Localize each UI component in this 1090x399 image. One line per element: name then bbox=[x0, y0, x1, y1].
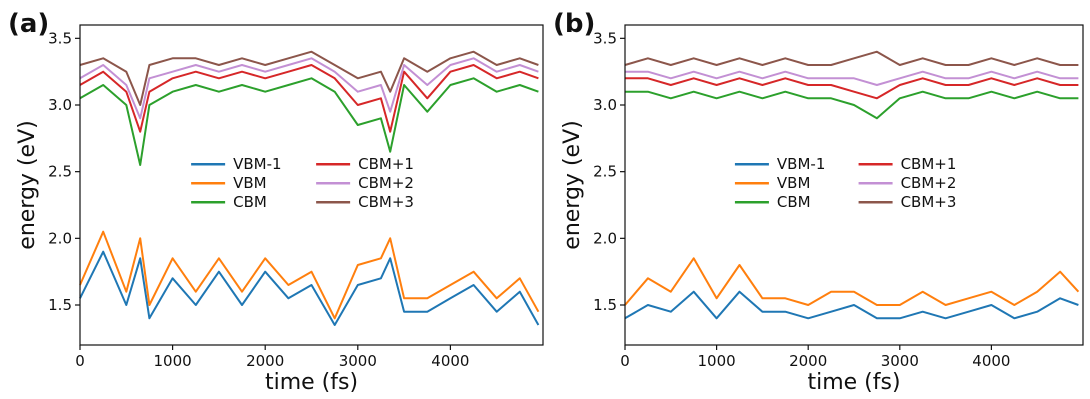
y-tick-label: 2.5 bbox=[48, 163, 72, 181]
y-tick-label: 3.0 bbox=[593, 96, 617, 114]
panel-label: (b) bbox=[553, 9, 595, 39]
legend-label: CBM+3 bbox=[358, 193, 414, 211]
legend-label: CBM+1 bbox=[358, 155, 414, 173]
x-tick-label: 2000 bbox=[789, 352, 827, 370]
y-tick-label: 3.5 bbox=[593, 29, 617, 47]
legend-label: VBM bbox=[233, 174, 267, 192]
legend-label: CBM+2 bbox=[358, 174, 414, 192]
series-line-vbm bbox=[624, 257, 1080, 306]
y-tick-label: 1.5 bbox=[593, 296, 617, 314]
x-tick-label: 1000 bbox=[698, 352, 736, 370]
legend-label: CBM+3 bbox=[901, 193, 957, 211]
series-line-cbm-2 bbox=[625, 70, 1079, 86]
series-line-cbm-3 bbox=[624, 50, 1079, 66]
series-line-cbm-1 bbox=[625, 77, 1079, 100]
panel-label: (a) bbox=[8, 9, 49, 39]
x-axis-label: time (fs) bbox=[807, 370, 900, 395]
x-tick-label: 3000 bbox=[881, 352, 919, 370]
y-tick-label: 3.5 bbox=[48, 29, 72, 47]
legend-label: VBM bbox=[777, 174, 811, 192]
legend-label: CBM bbox=[777, 193, 811, 211]
legend-label: CBM+2 bbox=[901, 174, 957, 192]
legend-label: CBM+1 bbox=[901, 155, 957, 173]
series-line-cbm bbox=[79, 77, 539, 166]
axes-frame bbox=[624, 24, 1084, 346]
legend-label: VBM-1 bbox=[777, 155, 825, 173]
series-line-cbm-2 bbox=[79, 57, 539, 120]
y-tick-label: 2.0 bbox=[593, 229, 617, 247]
legend-label: CBM bbox=[233, 193, 267, 211]
y-axis-label: energy (eV) bbox=[560, 120, 585, 249]
series-line-cbm bbox=[625, 90, 1079, 120]
x-axis-label: time (fs) bbox=[265, 370, 358, 395]
y-tick-label: 1.5 bbox=[48, 296, 72, 314]
y-tick-label: 2.5 bbox=[593, 163, 617, 181]
series-line-vbm-1 bbox=[79, 250, 540, 326]
series-line-cbm-3 bbox=[79, 50, 539, 106]
series-line-vbm bbox=[79, 230, 540, 320]
x-tick-label: 4000 bbox=[431, 352, 469, 370]
x-tick-label: 0 bbox=[75, 352, 85, 370]
x-tick-label: 2000 bbox=[246, 352, 284, 370]
panel-1: 0 1000 2000 3000 4000 1.5 2.0 2.5 3.0 3.5 time (fs… bbox=[553, 9, 1084, 395]
panel-0: 0 1000 2000 3000 4000 1.5 2.0 2.5 3.0 3.5 time (fs… bbox=[8, 9, 544, 395]
series-line-cbm-1 bbox=[79, 64, 539, 133]
y-tick-label: 3.0 bbox=[48, 96, 72, 114]
x-tick-label: 1000 bbox=[154, 352, 192, 370]
x-tick-label: 4000 bbox=[972, 352, 1010, 370]
y-tick-label: 2.0 bbox=[48, 229, 72, 247]
x-tick-label: 0 bbox=[620, 352, 630, 370]
legend-label: VBM-1 bbox=[233, 155, 281, 173]
y-axis-label: energy (eV) bbox=[15, 120, 40, 249]
series-line-vbm-1 bbox=[624, 290, 1079, 320]
axes-frame bbox=[79, 24, 544, 346]
x-tick-label: 3000 bbox=[339, 352, 377, 370]
